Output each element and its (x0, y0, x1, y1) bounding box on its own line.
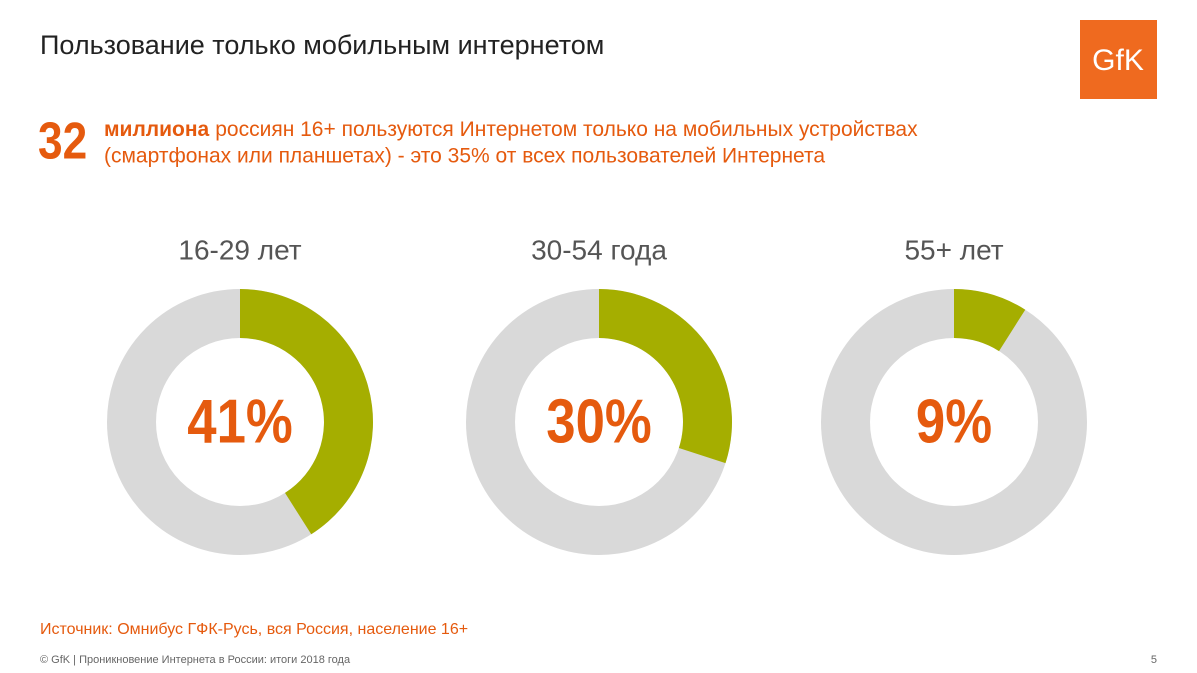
slide-title: Пользование только мобильным интернетом (40, 30, 604, 60)
headline-line: (смартфонах или планшетах) - это 35% от … (104, 145, 825, 168)
footer: © GfK | Проникновение Интернета в России… (40, 654, 351, 666)
chart-title: 16-29 лет (178, 234, 301, 265)
source-note: Источник: Омнибус ГФК-Русь, вся Россия, … (40, 621, 468, 638)
donut-segment (599, 289, 733, 464)
headline-line: миллиона россиян 16+ пользуются Интернето… (104, 118, 918, 141)
logo-box (1080, 20, 1157, 99)
logo: GfK (1092, 44, 1144, 77)
value-label: 9% (916, 387, 992, 456)
value-label: 41% (187, 387, 292, 456)
headline-number: 32 (38, 112, 87, 170)
donut-segment (240, 289, 373, 535)
chart-title: 30-54 года (531, 234, 667, 265)
headline-bold: миллиона (104, 118, 210, 141)
charts: 16-29 лет 41% 30-54 года 30% 55+ лет 9% (107, 234, 1087, 555)
donut-segment (954, 289, 1026, 352)
value-label: 30% (546, 387, 651, 456)
chart-title: 55+ лет (904, 234, 1003, 265)
headline-text: россиян 16+ пользуются Интернетом только… (215, 118, 918, 141)
page-number: 5 (1151, 654, 1157, 666)
